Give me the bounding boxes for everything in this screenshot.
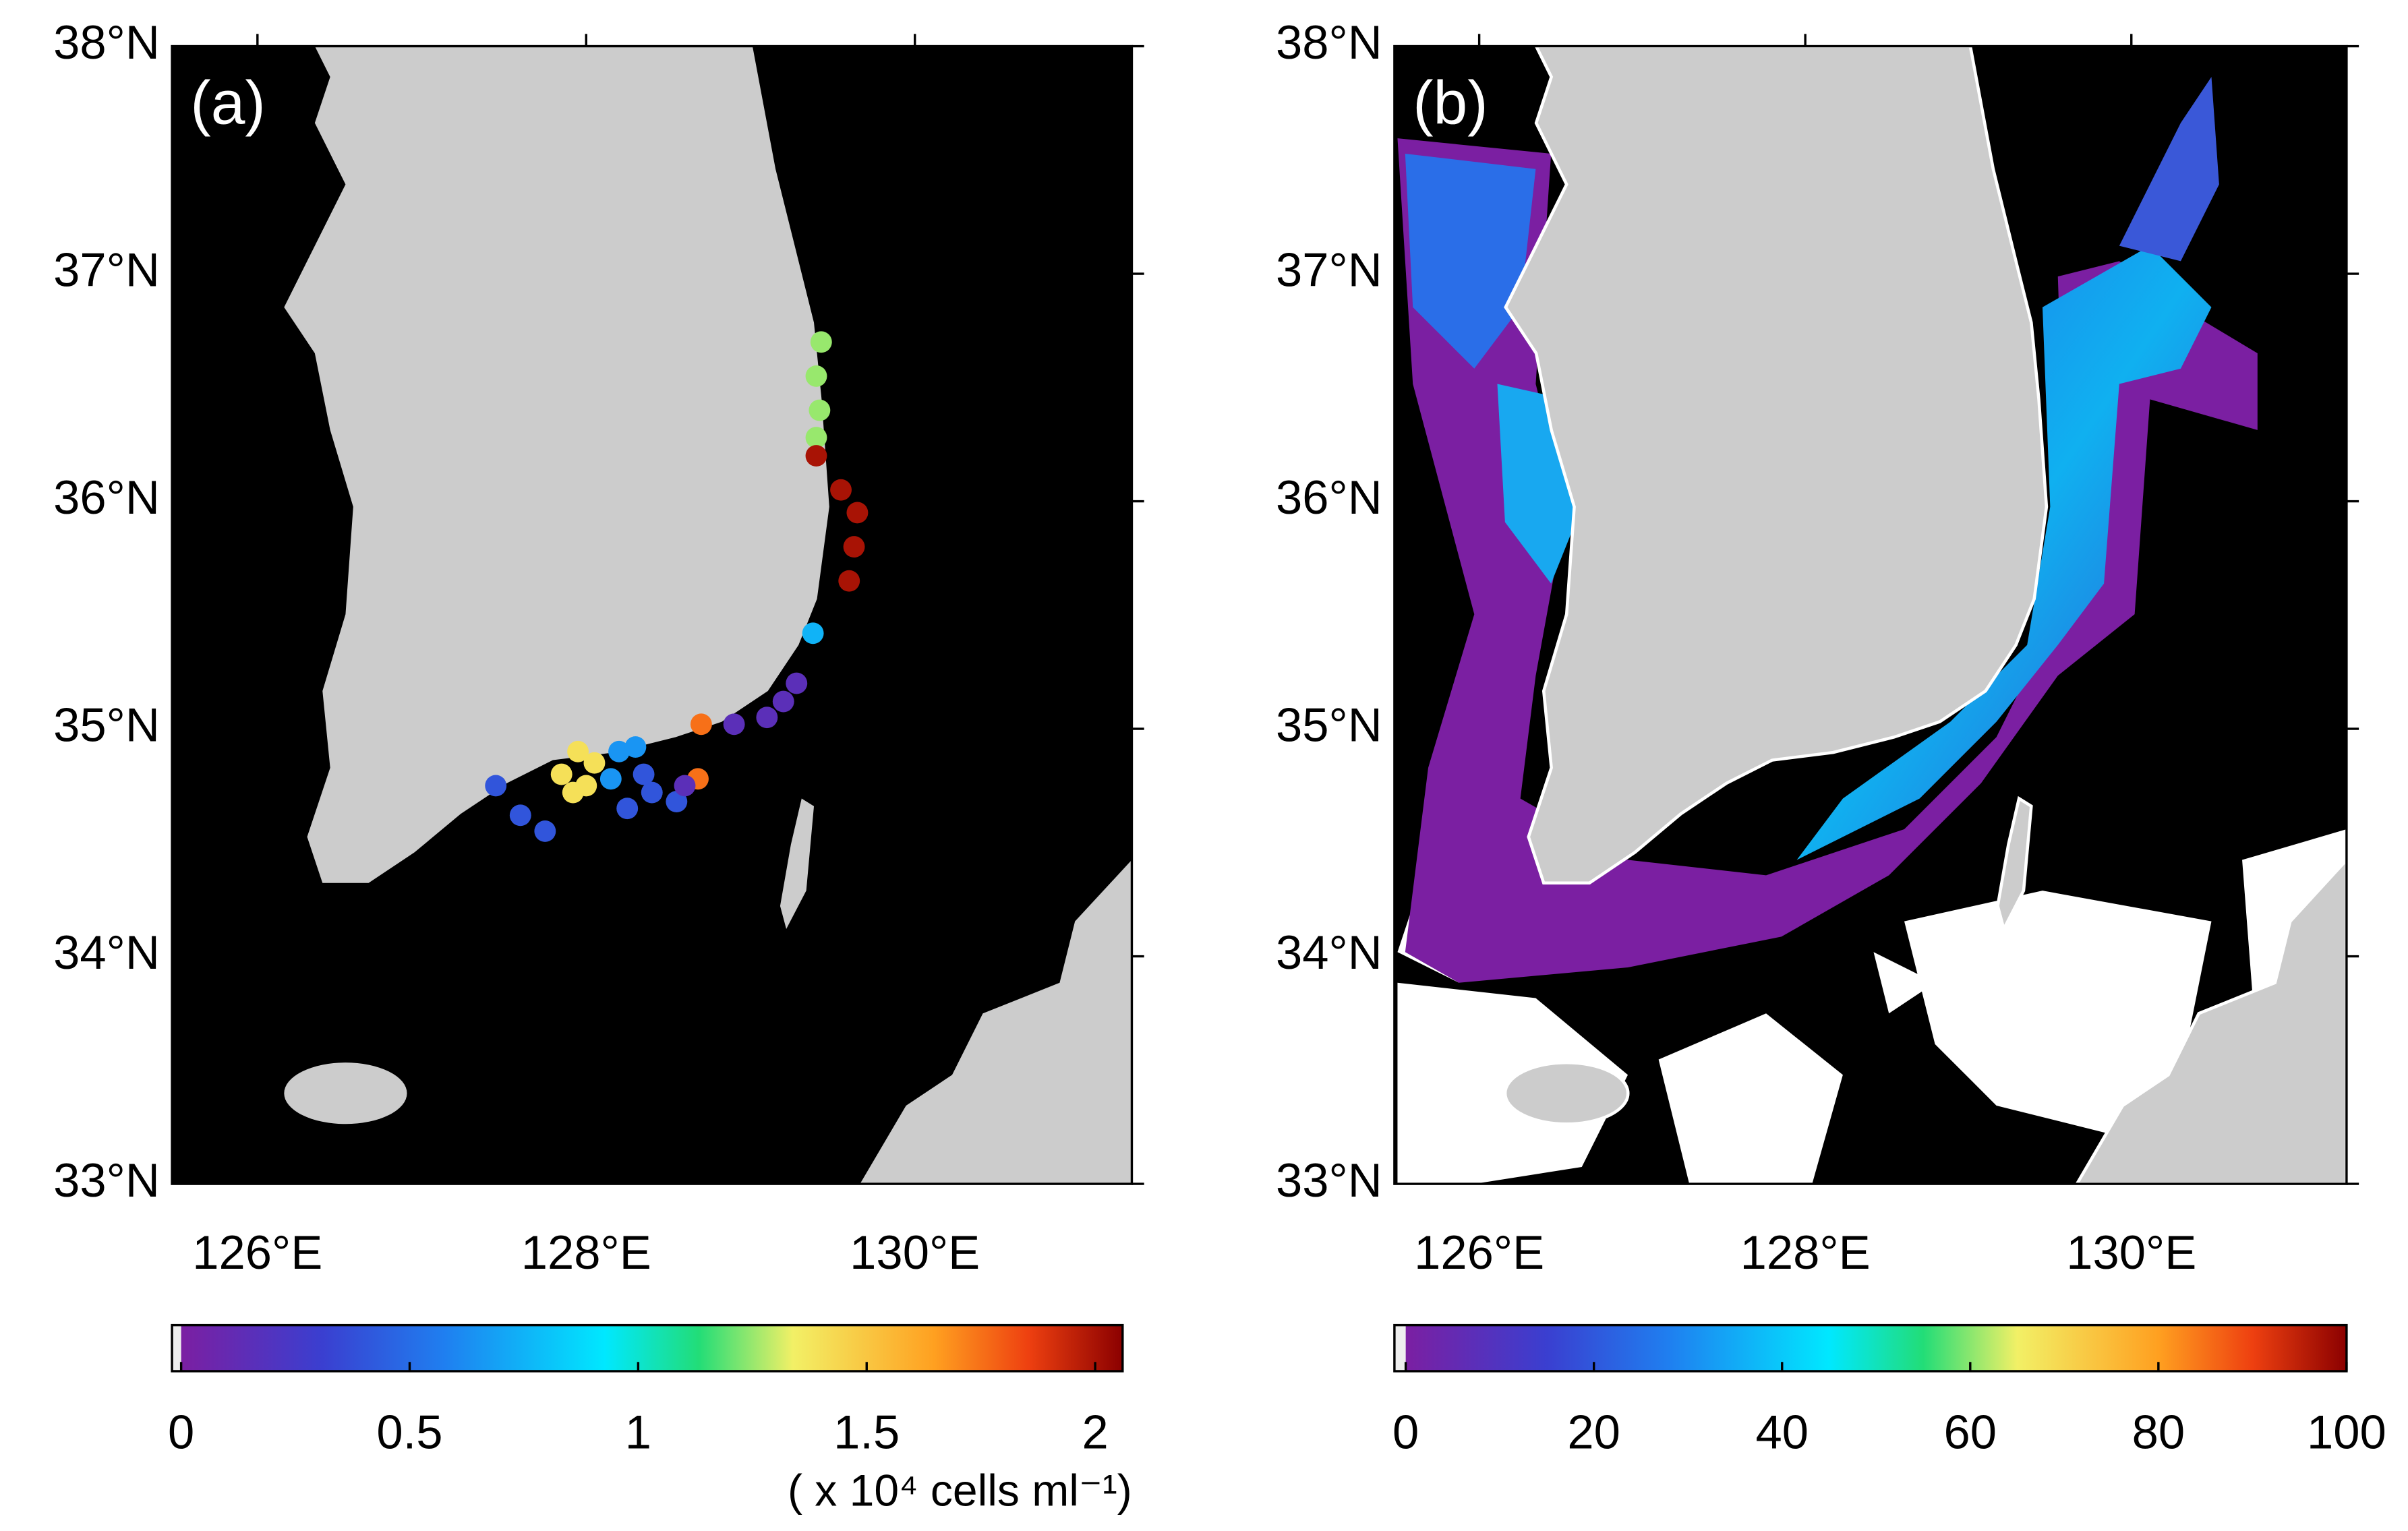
observation-point xyxy=(809,399,831,421)
colorbar-frame xyxy=(1393,1323,2348,1373)
observation-point xyxy=(624,736,647,758)
colorbar-tick-label: 0 xyxy=(168,1405,194,1458)
observation-point xyxy=(616,798,639,820)
colorbar-below xyxy=(1394,1325,1406,1371)
lat-tick-label: 37°N xyxy=(53,243,160,297)
observation-point xyxy=(599,768,622,790)
land xyxy=(284,46,829,883)
observation-point xyxy=(810,331,832,353)
observation-point xyxy=(805,427,827,448)
lon-tick-label: 130°E xyxy=(2066,1226,2196,1279)
colorbar-tick-label: 1 xyxy=(625,1405,651,1458)
map-panel: (b) 33°N 34°N 35°N 36°N 37°N 38°N 126°E 128°E 130… xyxy=(1276,16,2386,1458)
colorbar-tick-label: 40 xyxy=(1755,1405,1809,1458)
lon-tick-label: 130°E xyxy=(850,1226,980,1279)
observation-point xyxy=(567,740,589,762)
land xyxy=(1996,795,2033,934)
colorbar-tick-label: 20 xyxy=(1567,1405,1620,1458)
lon-tick-label: 128°E xyxy=(1740,1226,1871,1279)
colorbar-unit: ( x 10⁴ cells ml⁻¹) xyxy=(788,1466,1132,1515)
panel-label: (a) xyxy=(190,69,265,138)
lat-tick-label: 38°N xyxy=(53,16,160,69)
cloud-mask xyxy=(1658,1013,1843,1184)
lat-tick-label: 34°N xyxy=(1276,926,1382,979)
observation-point xyxy=(690,713,712,736)
lon-tick-label: 128°E xyxy=(521,1226,651,1279)
lat-tick-label: 33°N xyxy=(1276,1153,1382,1207)
observation-point xyxy=(805,445,827,467)
lat-tick-label: 34°N xyxy=(53,926,160,979)
lat-tick-label: 36°N xyxy=(53,471,160,524)
lat-tick-label: 33°N xyxy=(53,1153,160,1207)
colorbar xyxy=(181,1325,1123,1371)
observation-point xyxy=(534,820,556,842)
observation-point xyxy=(633,763,655,785)
land xyxy=(284,1062,407,1124)
lat-tick-label: 35°N xyxy=(53,698,160,752)
map-frame xyxy=(171,44,1134,1185)
land xyxy=(1504,44,2049,885)
observation-point xyxy=(485,775,507,797)
colorbar-tick-label: 100 xyxy=(2307,1405,2386,1458)
lat-tick-label: 36°N xyxy=(1276,471,1382,524)
colorbar-tick-label: 80 xyxy=(2132,1405,2185,1458)
observation-point xyxy=(608,740,630,762)
map-panel: (a) 33°N 34°N 35°N 36°N 37°N 38°N 126°E 128°E 130… xyxy=(53,16,1144,1515)
map-frame xyxy=(1393,44,2348,1185)
lon-tick-label: 126°E xyxy=(1414,1226,1544,1279)
land xyxy=(1503,1060,1630,1126)
colorbar xyxy=(1405,1325,2347,1371)
lon-tick-label: 126°E xyxy=(192,1226,322,1279)
land xyxy=(780,798,815,930)
observation-point xyxy=(562,781,584,804)
observation-point xyxy=(674,775,696,797)
observation-point xyxy=(838,570,860,592)
colorbar-tick-label: 0 xyxy=(1392,1405,1419,1458)
observation-point xyxy=(641,781,663,804)
concentration-field xyxy=(1796,245,2212,860)
colorbar-tick-label: 2 xyxy=(1082,1405,1108,1458)
observation-point xyxy=(583,752,606,774)
observation-point xyxy=(772,690,794,713)
observation-point xyxy=(666,791,688,813)
colorbar-frame xyxy=(171,1323,1124,1373)
observation-point xyxy=(843,536,865,558)
panel-label: (b) xyxy=(1413,69,1488,138)
colorbar-tick-label: 1.5 xyxy=(833,1405,900,1458)
observation-point xyxy=(802,622,824,644)
lat-tick-label: 37°N xyxy=(1276,243,1382,297)
colorbar-tick-label: 60 xyxy=(1944,1405,1997,1458)
observation-point xyxy=(805,365,827,387)
observation-point xyxy=(723,713,745,736)
observation-point xyxy=(830,479,852,501)
colorbar-tick-label: 0.5 xyxy=(376,1405,442,1458)
observation-point xyxy=(509,804,531,827)
colorbar-below xyxy=(172,1325,181,1371)
cloud-mask xyxy=(1873,952,1935,1014)
observation-point xyxy=(550,763,572,785)
cloud-mask xyxy=(1904,891,2212,1137)
lat-tick-label: 35°N xyxy=(1276,698,1382,752)
concentration-field xyxy=(2119,77,2219,262)
concentration-field xyxy=(1405,153,1536,369)
land xyxy=(860,860,1132,1184)
observation-point xyxy=(846,502,869,524)
lat-tick-label: 38°N xyxy=(1276,16,1382,69)
observation-point xyxy=(786,672,808,694)
observation-point xyxy=(756,707,778,729)
